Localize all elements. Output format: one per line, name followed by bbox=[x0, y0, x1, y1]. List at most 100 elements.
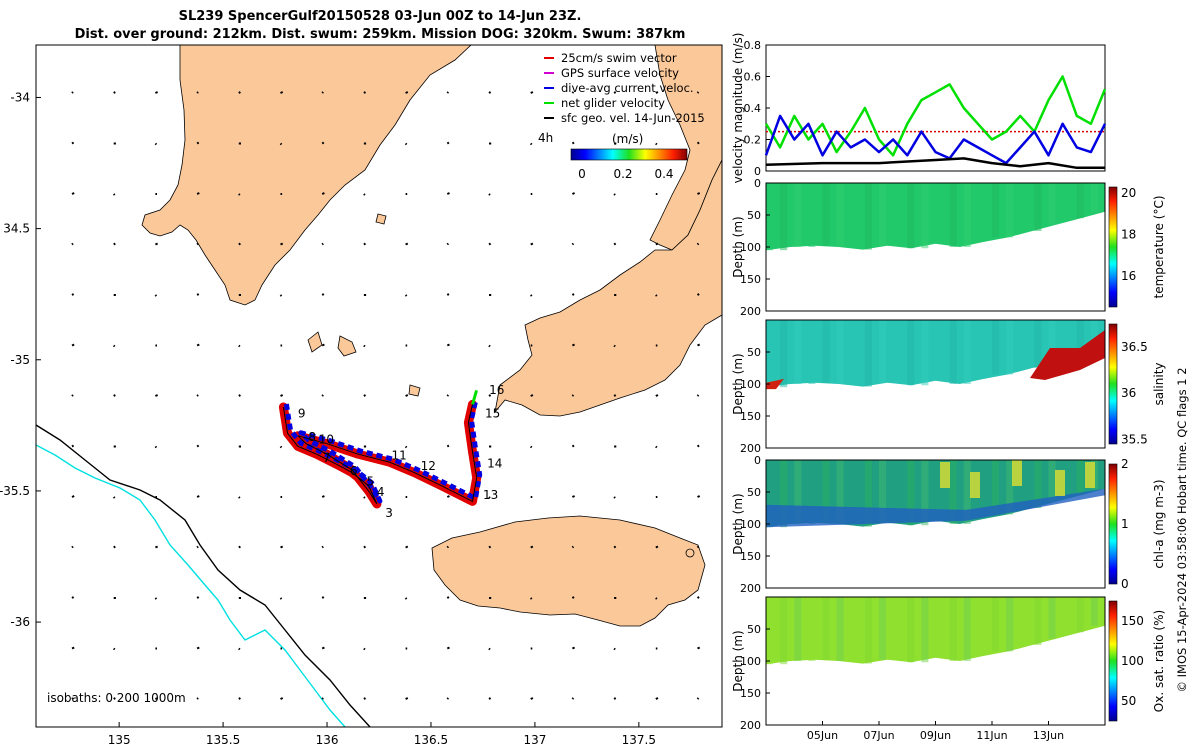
section-y-tick-label: 100 bbox=[740, 518, 761, 531]
section-texture bbox=[766, 320, 774, 388]
velocity-arrow bbox=[696, 545, 700, 549]
velocity-arrow bbox=[446, 192, 450, 195]
section-texture bbox=[893, 460, 901, 523]
velocity-arrow bbox=[446, 646, 450, 650]
section-texture bbox=[893, 183, 901, 246]
section-panel: 0 50 100 150 200 Depth (m) 16 18 20 temperature (… bbox=[731, 177, 1166, 318]
velocity-arrow bbox=[71, 646, 75, 650]
section-colorbar-tick: 2 bbox=[1121, 457, 1129, 471]
velocity-arrow bbox=[321, 192, 325, 195]
section-x-tick-label: 11Jun bbox=[976, 729, 1007, 742]
section-texture bbox=[949, 460, 957, 524]
day-label: 10 bbox=[319, 433, 334, 447]
section-texture bbox=[836, 597, 844, 661]
velocity-arrow bbox=[321, 545, 324, 549]
section-texture bbox=[1090, 597, 1098, 626]
section-texture bbox=[1006, 460, 1014, 515]
section-texture bbox=[808, 460, 816, 524]
section-texture bbox=[1034, 183, 1042, 231]
colorbar-tick-2: 0.4 bbox=[654, 167, 673, 181]
section-texture bbox=[921, 597, 929, 663]
section-y-tick-label: 50 bbox=[747, 209, 761, 222]
section-texture bbox=[963, 597, 971, 661]
section-texture bbox=[836, 320, 844, 384]
section-texture bbox=[907, 183, 915, 249]
section-texture bbox=[921, 320, 929, 386]
velocity-arrow bbox=[446, 343, 450, 347]
section-texture bbox=[992, 597, 1000, 652]
section-panel: 0 50 100 150 200 Depth (m) 0 1 2 chl-a (mg m-3) bbox=[731, 454, 1166, 595]
land-yorke-toe bbox=[494, 159, 722, 417]
chl-bloom-patch bbox=[940, 462, 950, 488]
velocity-arrow bbox=[280, 394, 284, 397]
map-x-tick-label: 135.5 bbox=[206, 733, 240, 747]
velocity-arrow bbox=[488, 647, 491, 651]
velocity-arrow bbox=[446, 141, 450, 145]
section-texture bbox=[864, 183, 872, 250]
velocity-arrow bbox=[196, 192, 200, 195]
velocity-arrow bbox=[113, 545, 116, 549]
section-texture bbox=[836, 460, 844, 524]
island-d bbox=[375, 213, 387, 225]
velocity-arrow bbox=[530, 394, 534, 397]
section-texture bbox=[1006, 597, 1014, 652]
velocity-arrow bbox=[530, 91, 534, 94]
section-texture bbox=[822, 320, 830, 383]
velocity-arrow bbox=[321, 394, 324, 397]
velocity-arrow bbox=[571, 545, 575, 549]
section-y-tick-label: 100 bbox=[740, 655, 761, 668]
section-texture bbox=[1048, 460, 1056, 502]
velocity-arrow bbox=[196, 495, 200, 498]
map-frame bbox=[35, 44, 723, 728]
day-label: 11 bbox=[391, 448, 406, 462]
velocity-arrow bbox=[196, 293, 200, 296]
velocity-arrow bbox=[71, 495, 75, 498]
velocity-arrow bbox=[154, 597, 158, 600]
velocity-panel: 0 0.2 0.4 0.6 0.8 velocity magnitude (m/s) bbox=[731, 33, 1107, 183]
velocity-arrow bbox=[655, 242, 659, 246]
velocity-arrow bbox=[363, 647, 366, 651]
map-x-tick-label: 135 bbox=[108, 733, 131, 747]
section-colorbar-label: chl-a (mg m-3) bbox=[1152, 479, 1166, 568]
velocity-arrow bbox=[488, 344, 491, 348]
day-label: 8 bbox=[308, 430, 316, 444]
section-texture bbox=[1076, 597, 1084, 633]
section-texture bbox=[879, 597, 887, 660]
section-y-tick-label: 150 bbox=[740, 687, 761, 700]
section-x-tick-label: 09Jun bbox=[920, 729, 951, 742]
velocity-arrow bbox=[196, 394, 199, 397]
velocity-series-line bbox=[764, 75, 1107, 157]
colorbar-gradient bbox=[570, 148, 688, 161]
velocity-arrow bbox=[655, 294, 658, 297]
section-colorbar-tick: 1 bbox=[1121, 517, 1129, 531]
section-texture bbox=[992, 460, 1000, 515]
section-x-tick-label: 05Jun bbox=[807, 729, 838, 742]
velocity-arrow bbox=[238, 91, 241, 94]
velocity-arrow bbox=[279, 294, 283, 297]
velocity-arrow bbox=[238, 344, 241, 348]
track-line bbox=[282, 404, 478, 505]
glider-track bbox=[278, 389, 483, 509]
section-y-tick-label: 200 bbox=[740, 719, 761, 732]
isobath-1000m bbox=[36, 444, 346, 727]
day-label: 14 bbox=[487, 456, 502, 470]
velocity-arrow bbox=[446, 697, 450, 700]
chl-bloom-patch bbox=[970, 472, 980, 498]
velocity-arrow bbox=[446, 293, 450, 296]
day-label: 7 bbox=[323, 451, 331, 465]
high-salinity-patch-left bbox=[766, 378, 784, 390]
section-texture bbox=[1048, 320, 1056, 362]
section-texture bbox=[893, 320, 901, 383]
velocity-arrow bbox=[279, 142, 283, 146]
velocity-arrow bbox=[571, 394, 575, 397]
velocity-arrow bbox=[280, 91, 284, 94]
legend-label: 25cm/s swim vector bbox=[561, 51, 677, 65]
velocity-arrow bbox=[196, 141, 200, 145]
day-label: 16 bbox=[489, 383, 504, 397]
velocity-arrow bbox=[238, 545, 241, 549]
map-y-tick-label: -35.5 bbox=[0, 484, 30, 498]
velocity-arrow bbox=[696, 293, 700, 296]
velocity-arrow bbox=[363, 91, 367, 94]
